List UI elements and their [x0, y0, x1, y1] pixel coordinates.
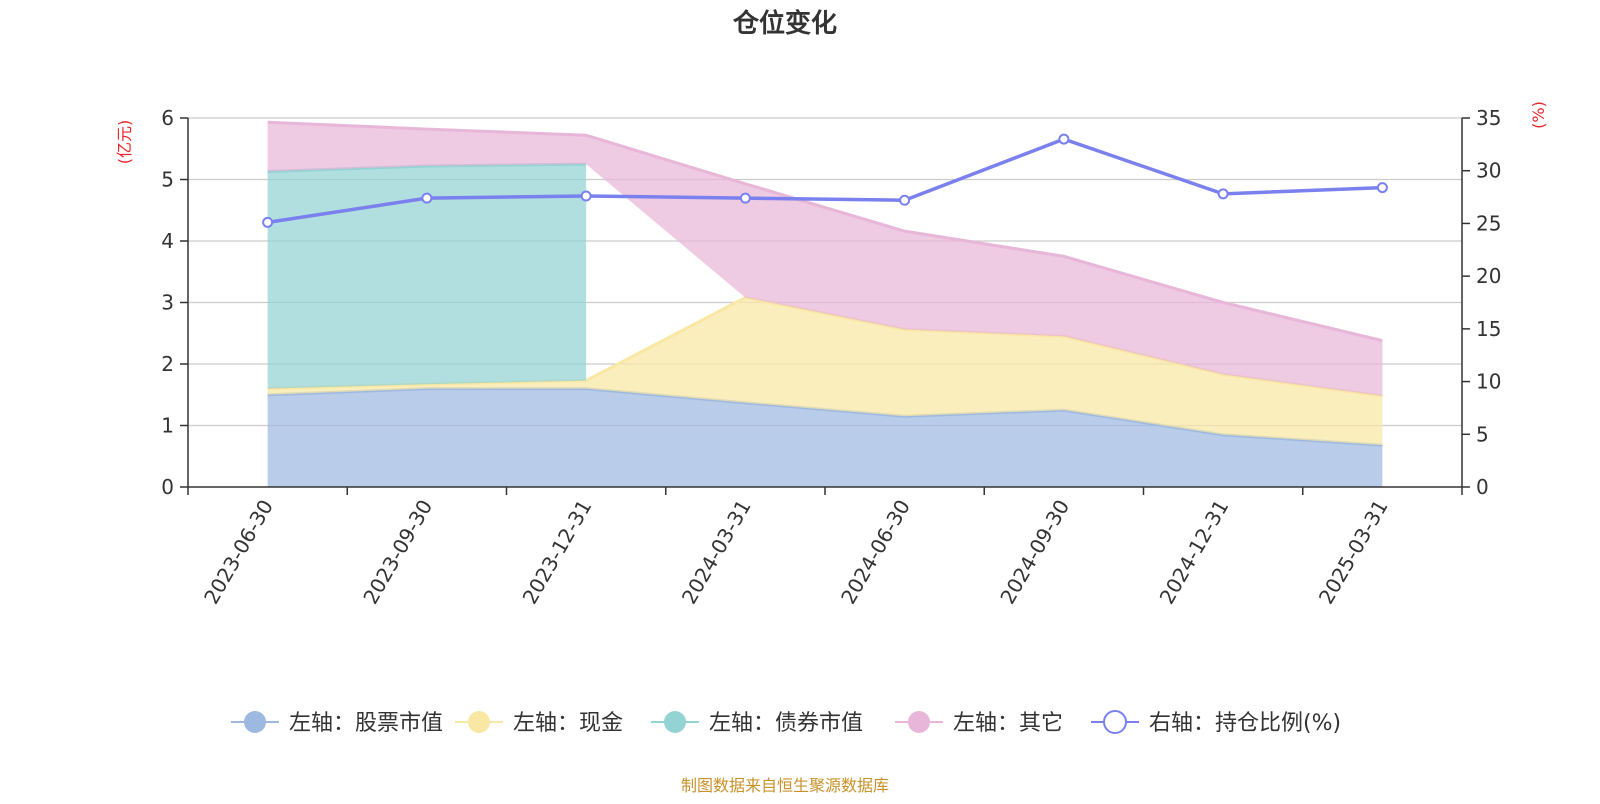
- y-left-tick-label: 3: [161, 291, 174, 315]
- x-tick-label: 2025-03-31: [1314, 496, 1393, 609]
- area-左轴：股票市值: [267, 388, 1383, 487]
- legend-item[interactable]: 右轴：持仓比例(%): [1091, 710, 1341, 736]
- line-point: [739, 192, 751, 204]
- y-right-tick-label: 35: [1476, 106, 1501, 130]
- line-point: [580, 190, 592, 202]
- source-note: 制图数据来自恒生聚源数据库: [681, 776, 889, 795]
- legend-item[interactable]: 左轴：其它: [895, 711, 1063, 736]
- x-tick-label: 2023-09-30: [358, 496, 437, 609]
- y-right-tick-label: 30: [1476, 159, 1501, 183]
- legend-label: 右轴：持仓比例(%): [1149, 711, 1341, 736]
- line-point: [1217, 188, 1229, 200]
- x-tick-label: 2024-12-31: [1155, 496, 1234, 609]
- y-left-tick-label: 6: [161, 106, 174, 130]
- y-left-tick-label: 4: [161, 229, 174, 253]
- x-tick-label: 2024-09-30: [995, 496, 1074, 609]
- x-tick-label: 2024-06-30: [836, 496, 915, 609]
- legend-item[interactable]: 左轴：股票市值: [231, 711, 443, 736]
- legend-circle-icon: [244, 711, 266, 733]
- legend-label: 左轴：现金: [513, 711, 623, 736]
- legend-item[interactable]: 左轴：现金: [455, 711, 623, 736]
- line-holding-ratio: [267, 137, 1383, 225]
- x-tick-label: 2024-03-31: [677, 496, 756, 609]
- area-左轴：债券市值: [267, 164, 587, 389]
- legend-label: 左轴：其它: [953, 711, 1063, 736]
- y-right-tick-label: 25: [1476, 211, 1501, 235]
- y-right-unit-label: (%): [1529, 101, 1548, 129]
- x-tick-label: 2023-06-30: [199, 496, 278, 609]
- legend: 左轴：股票市值 左轴：现金 左轴：债券市值 左轴：其它 右轴：持仓比例(%): [231, 710, 1341, 736]
- y-left-unit-label: (亿元): [115, 120, 134, 165]
- y-left-tick-label: 5: [161, 168, 174, 192]
- x-tick-label: 2023-12-31: [518, 496, 597, 609]
- legend-circle-icon: [664, 711, 686, 733]
- line-point: [421, 192, 433, 204]
- y-right-tick-label: 10: [1476, 370, 1501, 394]
- legend-circle-icon: [908, 711, 930, 733]
- area-series-layer: [267, 120, 1383, 487]
- line-series-layer: [262, 133, 1388, 228]
- legend-circle-icon: [1103, 710, 1127, 734]
- y-right-tick-label: 5: [1476, 422, 1489, 446]
- legend-circle-icon: [468, 711, 490, 733]
- line-point: [1058, 133, 1070, 145]
- legend-label: 左轴：债券市值: [709, 711, 863, 736]
- y-left-tick-label: 0: [161, 475, 174, 499]
- y-right-tick-label: 15: [1476, 317, 1501, 341]
- y-left-tick-label: 1: [161, 414, 174, 438]
- line-point: [1376, 182, 1388, 194]
- y-right-tick-label: 0: [1476, 475, 1489, 499]
- line-point: [899, 194, 911, 206]
- chart-title: 仓位变化: [732, 8, 837, 39]
- legend-label: 左轴：股票市值: [289, 711, 443, 736]
- area-左轴：现金: [267, 297, 1383, 446]
- y-right-tick-label: 20: [1476, 264, 1501, 288]
- area-左轴：其它: [267, 122, 1383, 396]
- area-edge-左轴：其它: [267, 120, 1383, 343]
- line-point: [262, 216, 274, 228]
- legend-item[interactable]: 左轴：债券市值: [651, 711, 863, 736]
- y-left-tick-label: 2: [161, 352, 174, 376]
